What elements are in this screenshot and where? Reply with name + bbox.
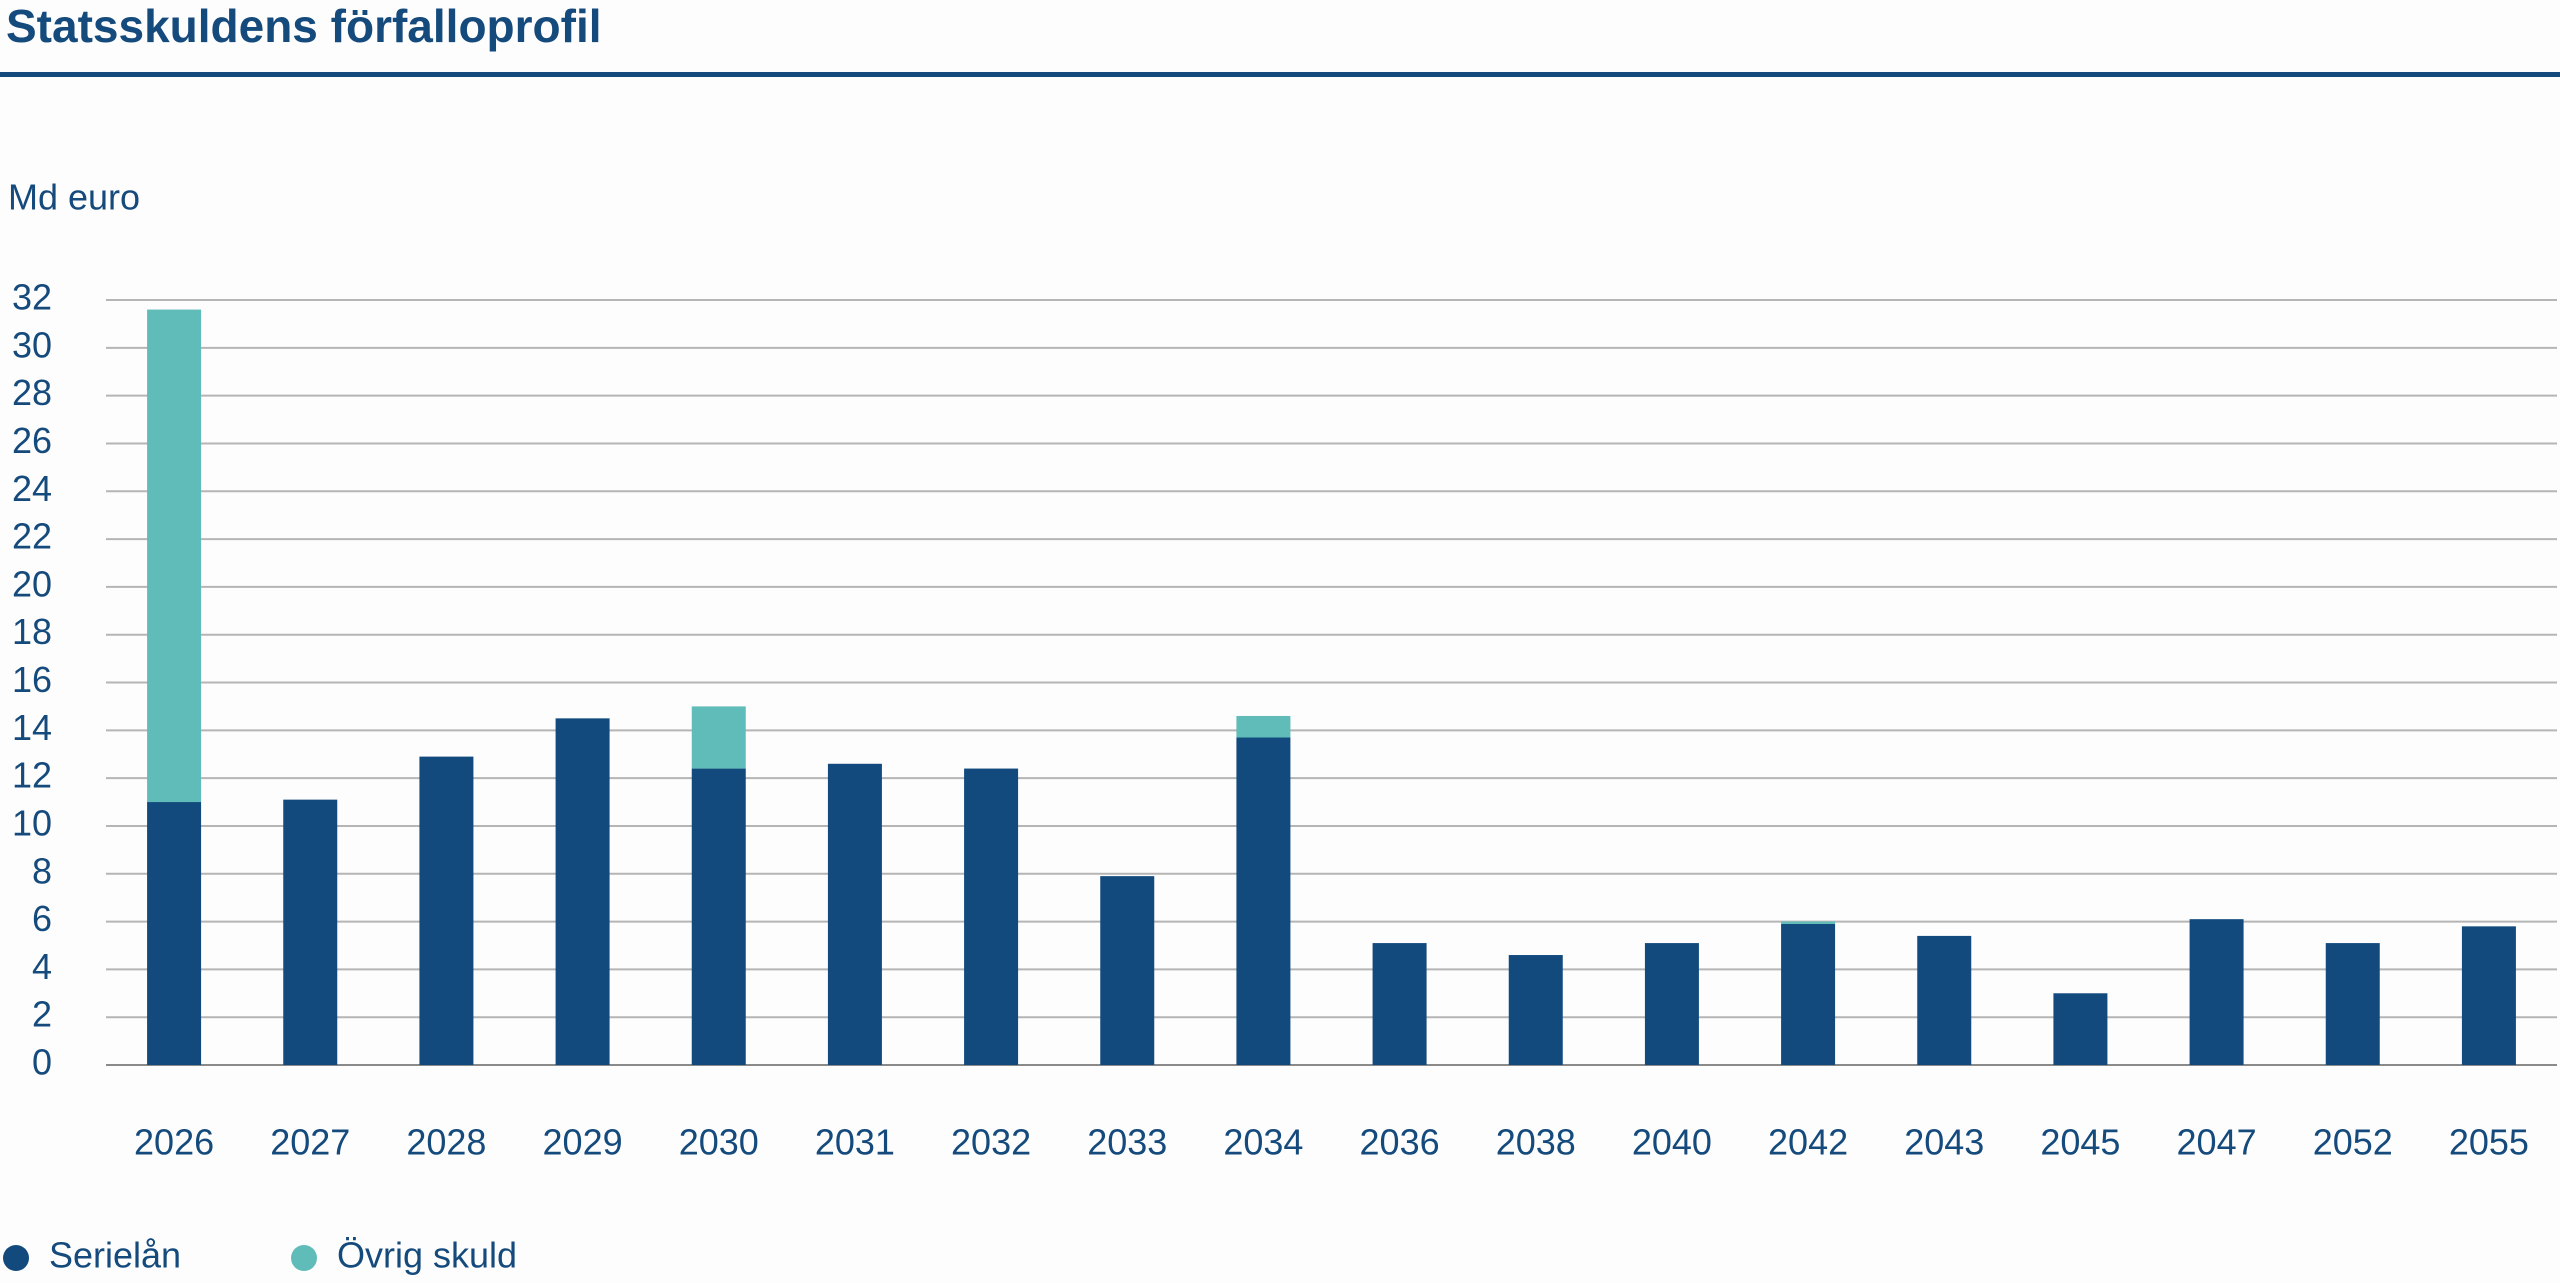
y-tick-label: 24	[12, 468, 52, 509]
y-tick-label: 8	[32, 850, 52, 891]
x-tick-label: 2052	[2313, 1122, 2393, 1163]
x-tick-label: 2038	[1496, 1122, 1576, 1163]
legend-marker	[291, 1245, 317, 1271]
legend-label: Övrig skuld	[337, 1235, 517, 1276]
bar-segment	[1100, 876, 1155, 1065]
bar-segment	[2053, 993, 2108, 1065]
x-tick-label: 2032	[951, 1122, 1031, 1163]
y-tick-label: 12	[12, 755, 52, 796]
bar-segment	[691, 768, 746, 1065]
bar-segment	[1508, 955, 1563, 1065]
x-tick-label: 2033	[1087, 1122, 1167, 1163]
y-tick-label: 14	[12, 707, 52, 748]
y-tick-label: 26	[12, 420, 52, 461]
bar-segment	[419, 756, 474, 1065]
bar-segment	[1644, 943, 1699, 1065]
y-tick-label: 0	[32, 1042, 52, 1083]
y-tick-label: 20	[12, 563, 52, 604]
bar-segment	[2461, 926, 2516, 1065]
x-tick-label: 2030	[679, 1122, 759, 1163]
x-tick-label: 2043	[1904, 1122, 1984, 1163]
x-tick-label: 2029	[543, 1122, 623, 1163]
y-tick-label: 30	[12, 324, 52, 365]
x-tick-label: 2026	[134, 1122, 214, 1163]
y-tick-label: 4	[32, 946, 52, 987]
bar-segment	[1372, 943, 1427, 1065]
y-axis-label: Md euro	[8, 177, 140, 218]
bar-segment	[147, 802, 202, 1065]
y-tick-label: 10	[12, 802, 52, 843]
title-rule	[0, 72, 2560, 77]
legend-marker	[3, 1245, 29, 1271]
bar-segment	[1781, 921, 1836, 924]
x-tick-label: 2040	[1632, 1122, 1712, 1163]
bar-segment	[2189, 919, 2244, 1065]
legend-label: Serielån	[49, 1235, 181, 1276]
bar-segment	[691, 706, 746, 769]
chart-title: Statsskuldens förfalloprofil	[6, 0, 602, 52]
bar-segment	[283, 799, 338, 1065]
y-tick-label: 2	[32, 994, 52, 1035]
y-tick-label: 22	[12, 516, 52, 557]
bar-segment	[1236, 737, 1291, 1065]
x-tick-label: 2055	[2449, 1122, 2529, 1163]
x-tick-label: 2036	[1360, 1122, 1440, 1163]
y-tick-label: 32	[12, 277, 52, 318]
bar-segment	[147, 309, 202, 803]
x-tick-label: 2042	[1768, 1122, 1848, 1163]
x-tick-label: 2028	[406, 1122, 486, 1163]
y-tick-label: 18	[12, 611, 52, 652]
x-tick-label: 2047	[2177, 1122, 2257, 1163]
x-tick-label: 2045	[2040, 1122, 2120, 1163]
bar-segment	[964, 768, 1019, 1065]
x-tick-label: 2034	[1223, 1122, 1303, 1163]
bar-segment	[555, 718, 610, 1065]
y-tick-label: 28	[12, 372, 52, 413]
bar-segment	[1781, 923, 1836, 1065]
bar-segment	[827, 763, 882, 1065]
y-tick-label: 16	[12, 659, 52, 700]
x-tick-label: 2031	[815, 1122, 895, 1163]
x-tick-label: 2027	[270, 1122, 350, 1163]
bar-segment	[1236, 715, 1291, 738]
y-tick-label: 6	[32, 898, 52, 939]
bar-segment	[1917, 935, 1972, 1065]
bar-segment	[2325, 943, 2380, 1065]
